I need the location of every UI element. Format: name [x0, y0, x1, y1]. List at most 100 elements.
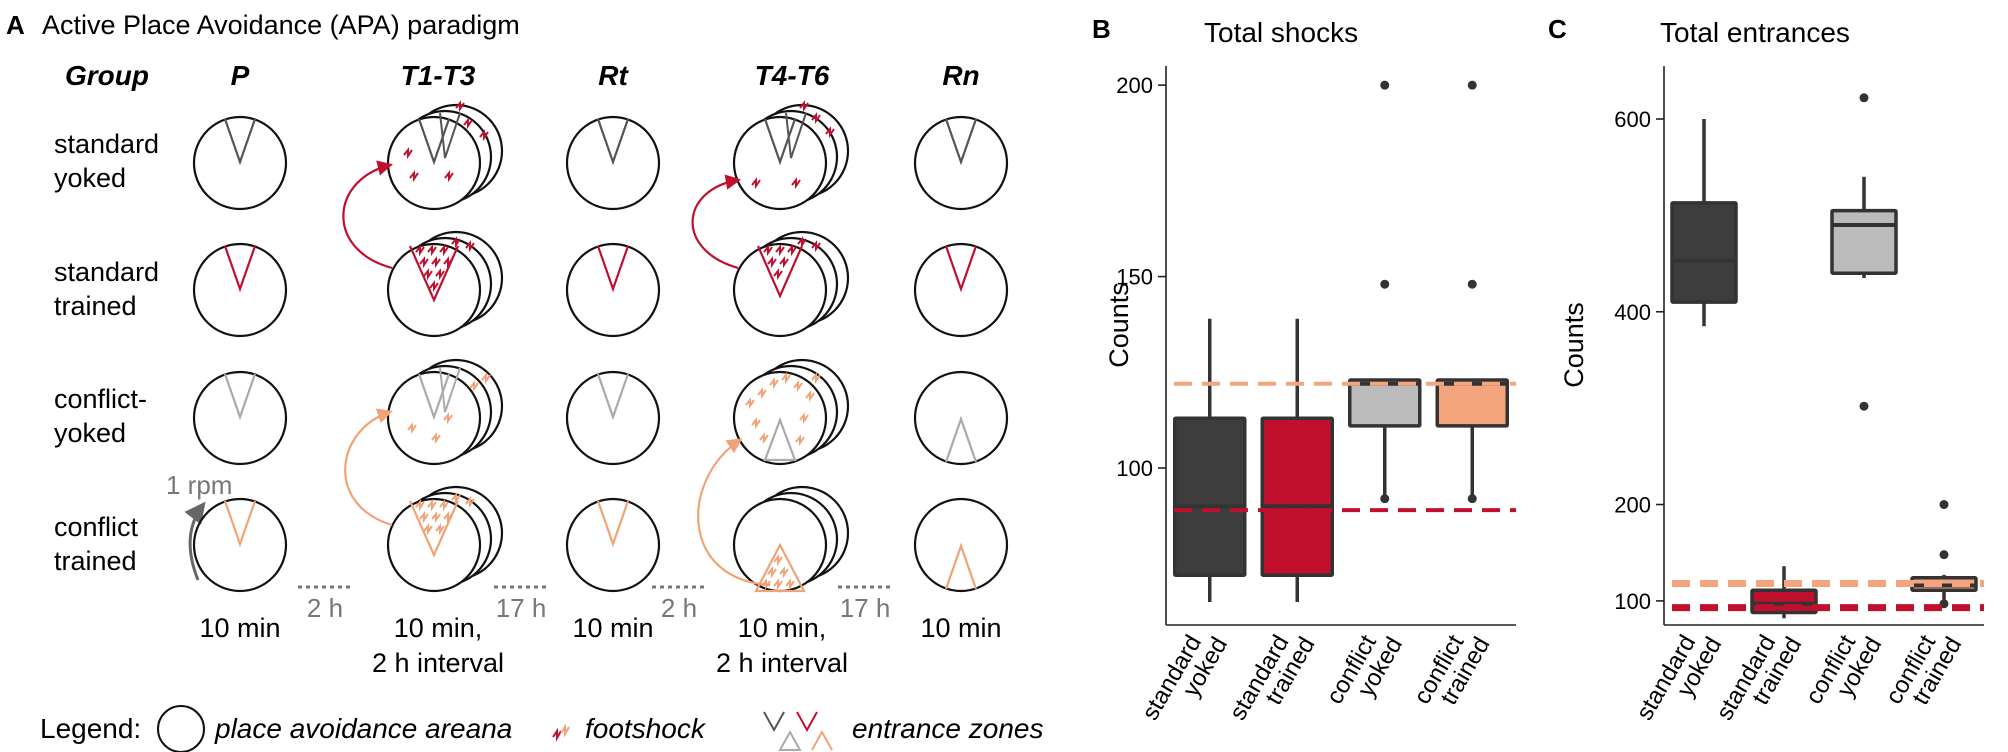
y-tick-label: 100	[1614, 589, 1651, 614]
legend-arena-text: place avoidance areana	[214, 713, 512, 744]
gap-markers: 2 h 17 h 2 h 17 h	[298, 585, 892, 623]
footshock-icons	[415, 492, 475, 536]
group-label-line1: conflict	[54, 512, 139, 542]
panel-b: B Total shocks Counts 100150200standardy…	[1092, 14, 1516, 725]
footshock-icons	[407, 372, 491, 445]
entrance-zone-icon	[596, 245, 630, 293]
entrance-zone-icon	[596, 373, 630, 421]
entrance-zone-icon	[439, 367, 461, 413]
y-tick-label: 200	[1116, 73, 1153, 98]
y-tick-label: 100	[1116, 456, 1153, 481]
entrance-zone-icon	[408, 500, 460, 558]
footshock-icons	[415, 236, 475, 293]
transfer-arrow	[697, 438, 771, 587]
entrance-zone-icon	[408, 245, 460, 303]
gap-label: 2 h	[307, 593, 343, 623]
panel-c-letter: C	[1548, 14, 1567, 44]
arena-circle	[386, 497, 482, 593]
group-label-line1: conflict-	[54, 384, 147, 414]
gap-label: 17 h	[840, 593, 891, 623]
gap-label: 17 h	[496, 593, 547, 623]
gap-label: 2 h	[661, 593, 697, 623]
entrance-zone-icon	[756, 245, 804, 299]
y-tick-label: 150	[1116, 265, 1153, 290]
panel-a-letter: A	[6, 10, 25, 40]
phase-header-t1-t3: T1-T3	[401, 60, 476, 91]
outlier-point	[1467, 494, 1477, 504]
entrance-zone-icon	[439, 112, 461, 159]
outlier-point	[1859, 93, 1869, 103]
column-t4-t6	[691, 100, 850, 593]
y-tick-label: 400	[1614, 300, 1651, 325]
column-t1-t3	[342, 100, 504, 593]
duration-rt: 10 min	[572, 613, 653, 643]
chart-b-title: Total shocks	[1204, 17, 1358, 48]
transfer-arrow	[691, 174, 742, 270]
phase-header-p: P	[231, 60, 250, 91]
box-iqr	[1260, 416, 1334, 577]
entrance-zone-icon	[417, 373, 451, 421]
entrance-zone-icon	[596, 118, 630, 166]
entrance-zone-icon	[223, 500, 257, 548]
entrance-zone-icon	[785, 112, 807, 159]
legend-footshock-icon	[552, 723, 570, 742]
chart-c-plot: 100200400600standardyokedstandardtrained…	[1614, 66, 1984, 725]
entrance-zone-icon	[944, 542, 978, 590]
group-labels: standard yoked standard trained conflict…	[54, 129, 159, 576]
panel-a-title: Active Place Avoidance (APA) paradigm	[42, 10, 520, 40]
arena-circle	[913, 115, 1009, 211]
y-tick-label: 600	[1614, 107, 1651, 132]
box-iqr	[1348, 378, 1422, 428]
phase-header-rt: Rt	[598, 60, 629, 91]
legend-arena-icon	[157, 705, 205, 752]
transfer-arrow	[342, 160, 393, 270]
footshock-icons	[403, 100, 489, 183]
outlier-point	[1939, 500, 1949, 510]
arena-circle	[913, 497, 1009, 593]
chart-c-title: Total entrances	[1660, 17, 1850, 48]
arena-circle	[565, 370, 661, 466]
box-iqr	[1435, 378, 1509, 428]
outlier-point	[1859, 401, 1869, 411]
legend-zones-text: entrance zones	[852, 713, 1043, 744]
duration-t1-line2: 2 h interval	[372, 648, 504, 678]
outlier-point	[1380, 80, 1390, 90]
entrance-zone-icon	[417, 118, 451, 166]
box-iqr	[1173, 416, 1247, 577]
panel-c: C Total entrances Counts 100200400600sta…	[1548, 14, 1984, 725]
footshock-icons	[763, 236, 821, 281]
outlier-point	[1380, 494, 1390, 504]
duration-t4-line1: 10 min,	[738, 613, 827, 643]
group-label-line1: standard	[54, 257, 159, 287]
duration-t4-line2: 2 h interval	[716, 648, 848, 678]
duration-rn: 10 min	[920, 613, 1001, 643]
box-iqr	[1830, 208, 1898, 275]
outlier-point	[1939, 550, 1949, 560]
entrance-zone-icon	[223, 373, 257, 421]
chart-b-ylabel: Counts	[1104, 282, 1134, 368]
column-p	[192, 115, 288, 593]
arena-circle	[192, 497, 288, 593]
entrance-zone-icon	[944, 118, 978, 166]
footshock-icons	[751, 100, 835, 190]
legend-label: Legend:	[40, 713, 141, 744]
arena-circle	[913, 242, 1009, 338]
arena-circle	[913, 370, 1009, 466]
chart-c-ylabel: Counts	[1559, 302, 1589, 388]
panel-a: A Active Place Avoidance (APA) paradigm …	[6, 10, 1043, 752]
arena-circle	[565, 115, 661, 211]
outlier-point	[1467, 279, 1477, 289]
entrance-zone-icon	[596, 500, 630, 548]
group-label-line2: trained	[54, 291, 137, 321]
arena-circle	[192, 242, 288, 338]
footshock-icons	[745, 372, 821, 447]
column-rt	[565, 115, 661, 593]
outlier-point	[1467, 80, 1477, 90]
entrance-zone-icon	[944, 245, 978, 293]
rotation-label: 1 rpm	[166, 470, 232, 500]
panel-b-letter: B	[1092, 14, 1111, 44]
transfer-arrow	[344, 408, 393, 527]
legend-entrance-zones-icon	[763, 711, 833, 751]
